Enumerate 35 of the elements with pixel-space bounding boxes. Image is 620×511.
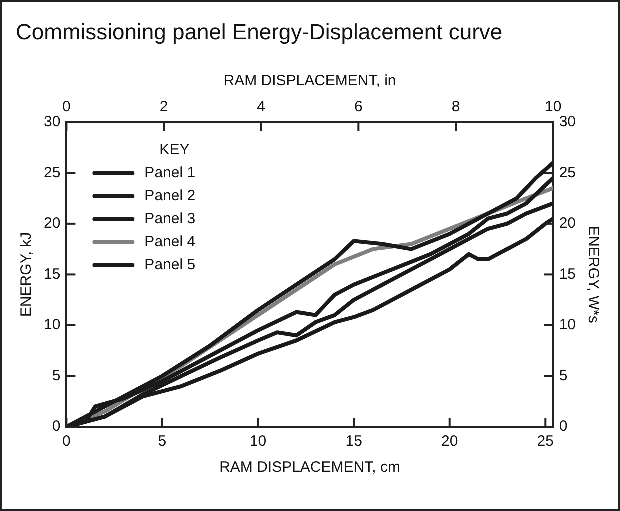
x-tick-label: 5: [158, 433, 167, 450]
chart-title: Commissioning panel Energy-Displacement curve: [16, 19, 503, 44]
legend-label: Panel 2: [144, 188, 196, 205]
legend-label: Panel 3: [144, 210, 196, 228]
x-axis-title: RAM DISPLACEMENT, cm: [220, 459, 400, 476]
legend-label: Panel 4: [144, 234, 196, 251]
legend-label: Panel 1: [144, 164, 196, 182]
legend-label: Panel 5: [144, 256, 196, 274]
y-tick-label: 30: [44, 114, 61, 131]
y2-axis-title: ENERGY, W*s: [584, 226, 602, 324]
x2-tick-label: 6: [354, 98, 363, 116]
x2-axis-title: RAM DISPLACEMENT, in: [224, 72, 396, 90]
x2-tick-label: 2: [160, 98, 168, 116]
y-tick-label: 5: [52, 367, 61, 384]
y2-tick-label: 10: [559, 316, 576, 334]
y2-tick-label: 25: [559, 164, 576, 182]
y-tick-label: 20: [44, 215, 61, 232]
y2-tick-label: 5: [559, 367, 568, 384]
y-tick-label: 25: [44, 164, 61, 182]
y2-tick-label: 15: [559, 266, 576, 283]
y-tick-label: 0: [52, 418, 61, 436]
x2-tick-label: 8: [452, 98, 460, 116]
y-tick-label: 15: [44, 266, 61, 283]
y2-tick-label: 0: [559, 418, 568, 436]
x-tick-label: 15: [346, 433, 362, 450]
x2-tick-label: 10: [544, 98, 562, 116]
y2-tick-label: 20: [559, 215, 576, 232]
x2-tick-label: 4: [257, 98, 266, 116]
x-tick-label: 10: [250, 433, 267, 450]
y-tick-label: 10: [44, 316, 61, 334]
x-tick-label: 20: [442, 433, 458, 450]
legend-title: KEY: [160, 142, 190, 159]
y2-tick-label: 30: [559, 114, 576, 131]
x-tick-label: 25: [537, 433, 554, 450]
y-axis-title: ENERGY, kJ: [18, 232, 36, 318]
